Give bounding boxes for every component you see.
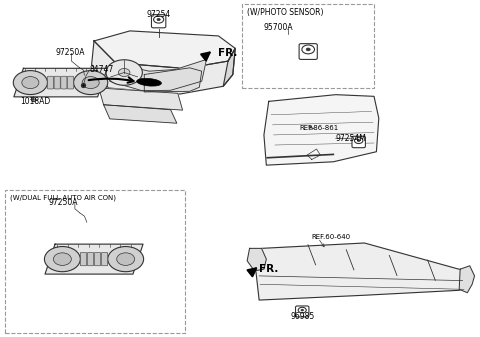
Circle shape — [119, 68, 130, 76]
Circle shape — [355, 137, 363, 144]
Polygon shape — [223, 48, 235, 86]
Circle shape — [154, 16, 164, 23]
Ellipse shape — [137, 79, 161, 86]
FancyBboxPatch shape — [296, 306, 309, 317]
FancyBboxPatch shape — [80, 252, 86, 266]
Text: 97254: 97254 — [146, 10, 171, 19]
Polygon shape — [92, 41, 235, 94]
Circle shape — [108, 247, 144, 272]
FancyBboxPatch shape — [95, 252, 101, 266]
FancyBboxPatch shape — [101, 252, 108, 266]
Circle shape — [157, 19, 160, 21]
Text: REF.86-861: REF.86-861 — [300, 125, 339, 131]
Polygon shape — [94, 31, 235, 68]
Circle shape — [301, 309, 303, 311]
FancyBboxPatch shape — [352, 136, 365, 148]
Text: 1018AD: 1018AD — [20, 97, 50, 106]
FancyBboxPatch shape — [54, 76, 60, 89]
Circle shape — [13, 71, 48, 95]
Circle shape — [298, 307, 306, 313]
Text: 95700A: 95700A — [264, 23, 293, 32]
Circle shape — [357, 140, 360, 142]
Polygon shape — [264, 95, 379, 165]
Text: FR.: FR. — [259, 264, 278, 274]
Circle shape — [82, 76, 99, 89]
FancyBboxPatch shape — [68, 76, 73, 89]
Polygon shape — [307, 149, 321, 159]
Polygon shape — [247, 248, 266, 271]
Polygon shape — [254, 243, 468, 300]
Polygon shape — [99, 88, 182, 110]
Circle shape — [73, 71, 108, 95]
Polygon shape — [459, 266, 475, 293]
Circle shape — [45, 247, 80, 272]
FancyBboxPatch shape — [152, 14, 166, 28]
Polygon shape — [14, 68, 107, 97]
Polygon shape — [104, 105, 177, 123]
Text: 97250A: 97250A — [56, 48, 85, 57]
Text: 97250A: 97250A — [48, 197, 78, 207]
Text: FR.: FR. — [218, 48, 238, 58]
Polygon shape — [45, 244, 143, 274]
Text: 96985: 96985 — [290, 312, 314, 321]
Text: (W/DUAL FULL AUTO AIR CON): (W/DUAL FULL AUTO AIR CON) — [10, 194, 116, 201]
FancyBboxPatch shape — [299, 44, 317, 59]
Polygon shape — [144, 68, 202, 92]
Circle shape — [117, 253, 135, 266]
Bar — [242, 4, 374, 88]
FancyBboxPatch shape — [61, 76, 67, 89]
Circle shape — [22, 76, 39, 89]
FancyBboxPatch shape — [48, 76, 54, 89]
Text: (W/PHOTO SENSOR): (W/PHOTO SENSOR) — [247, 8, 324, 17]
Polygon shape — [110, 59, 206, 91]
Circle shape — [53, 253, 72, 266]
FancyBboxPatch shape — [87, 252, 94, 266]
Text: REF.60-640: REF.60-640 — [312, 234, 351, 240]
Circle shape — [106, 60, 143, 85]
Circle shape — [302, 45, 314, 54]
Text: 97254M: 97254M — [336, 134, 367, 143]
Bar — [5, 190, 185, 333]
Text: 84747: 84747 — [89, 65, 113, 74]
Circle shape — [306, 48, 310, 51]
